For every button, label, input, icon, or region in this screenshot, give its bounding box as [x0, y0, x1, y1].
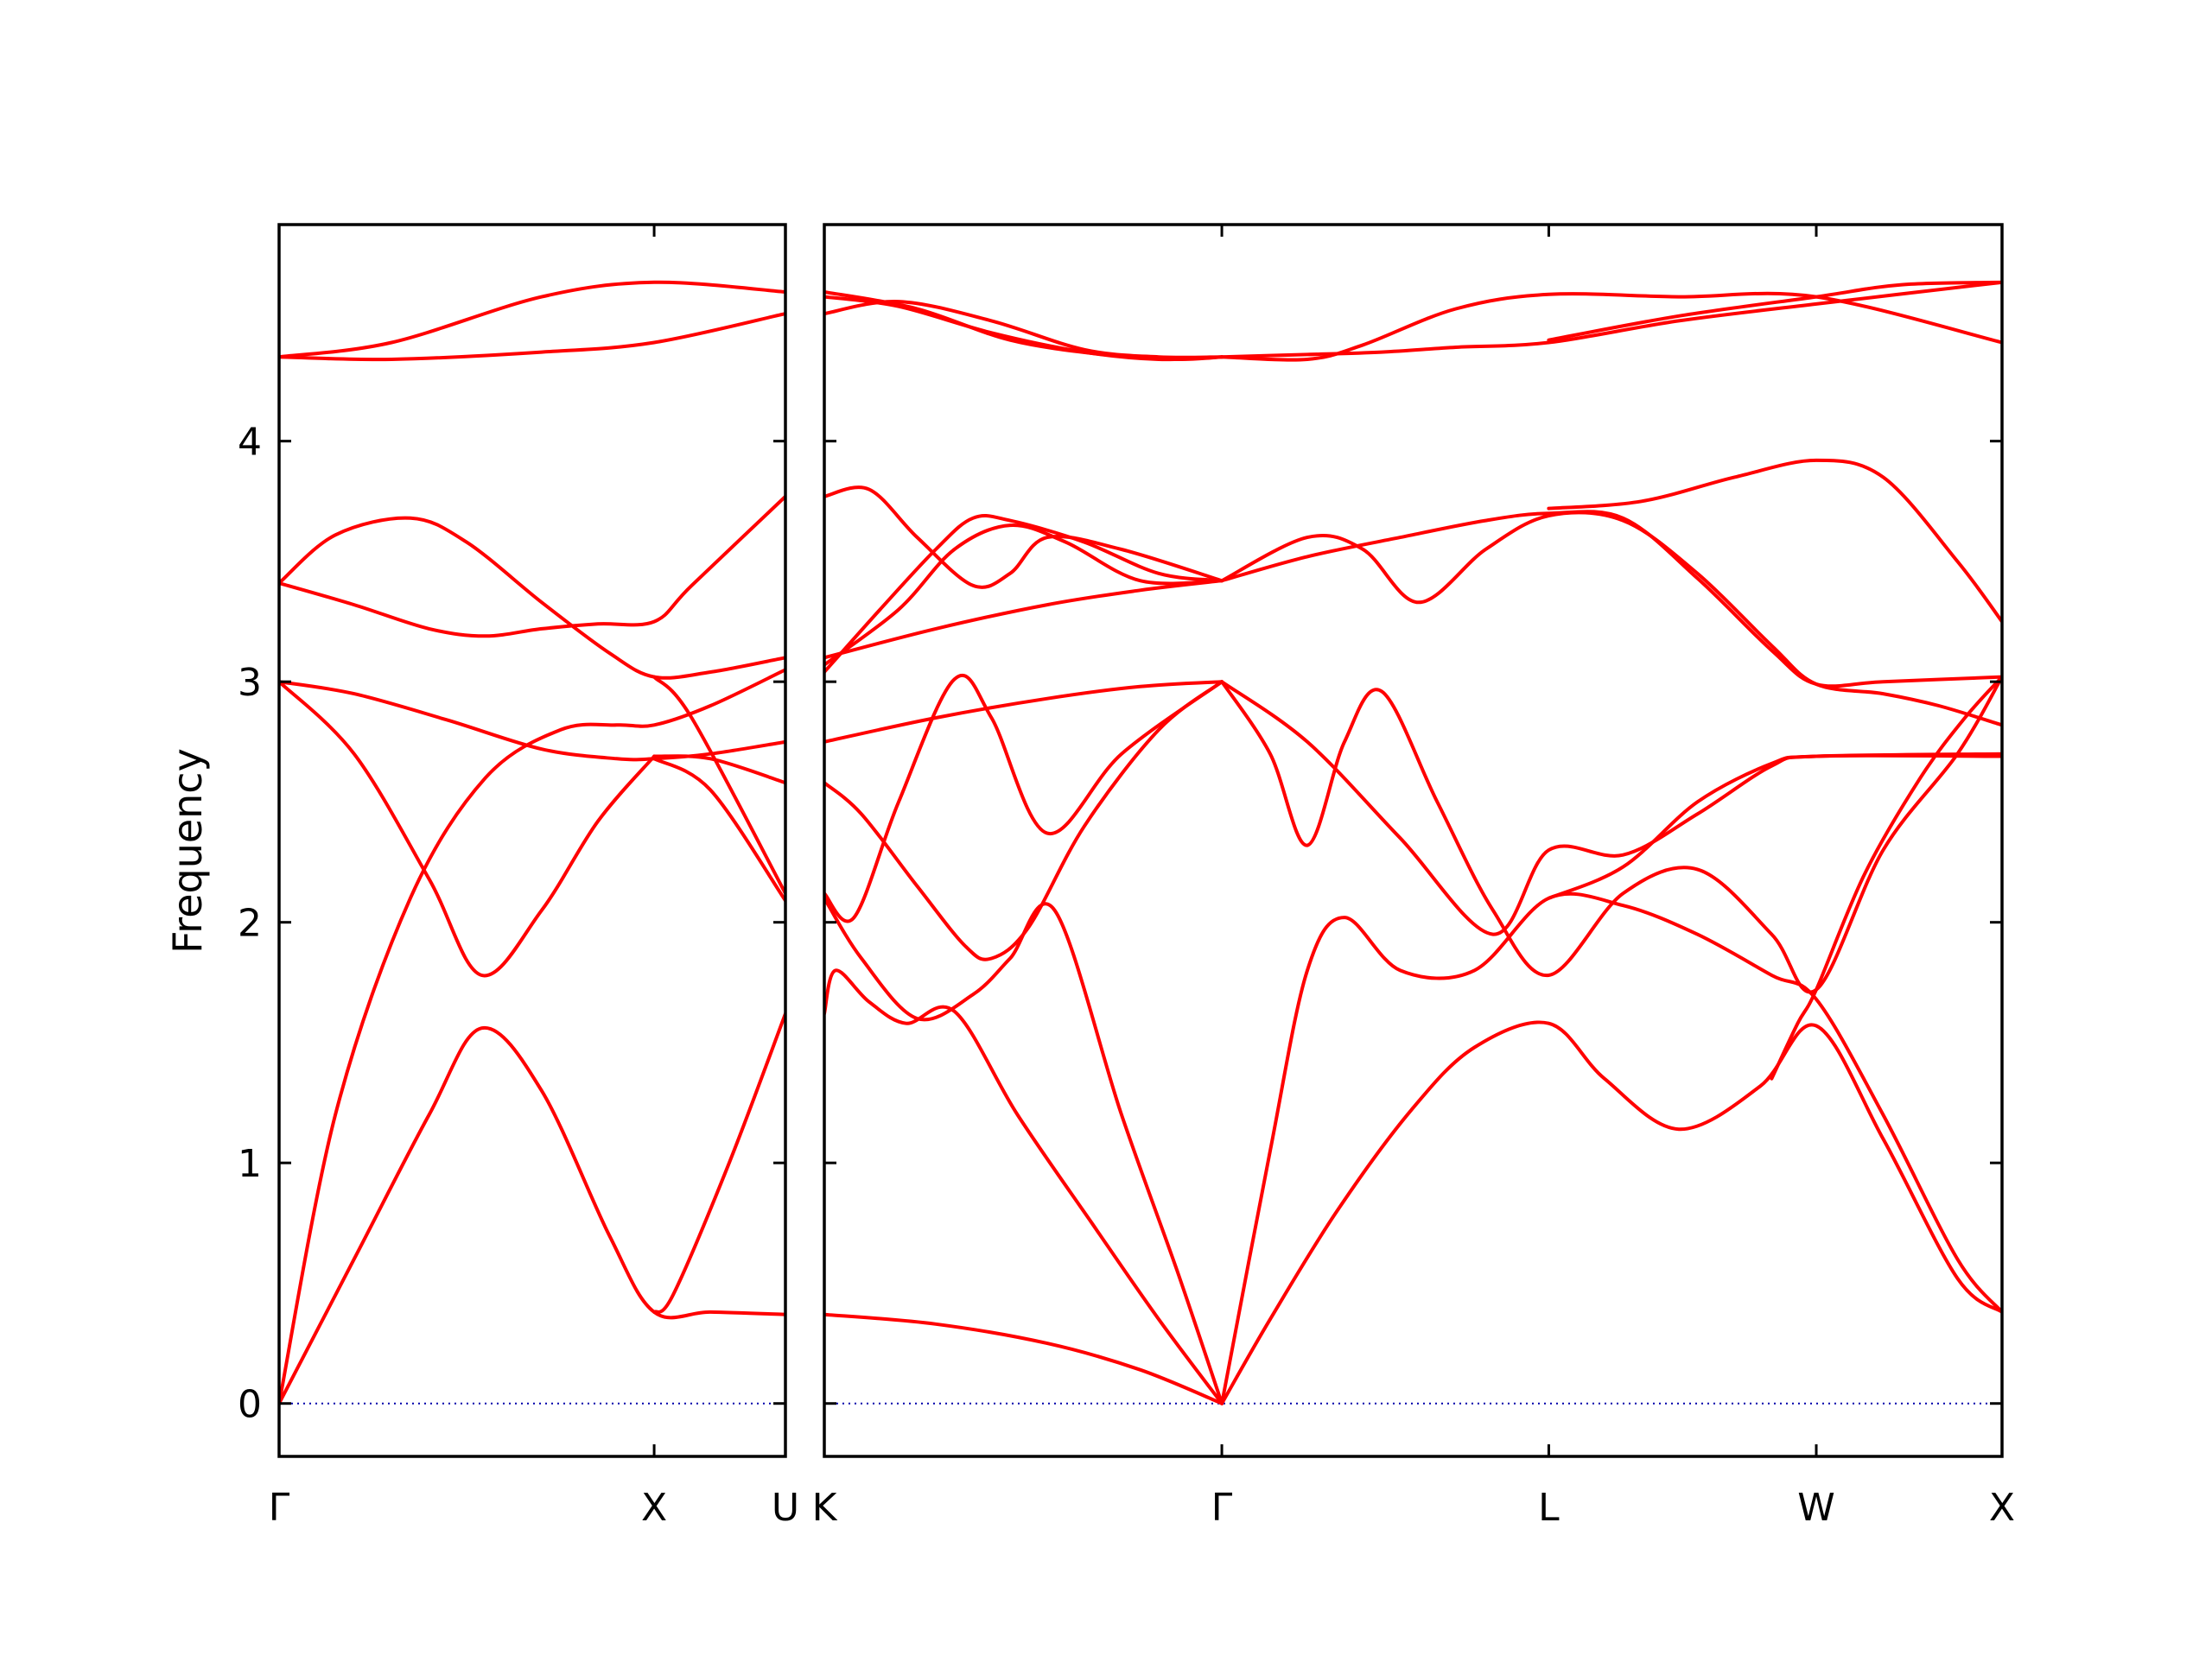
band-line-right-12: [1770, 675, 2002, 1081]
band-line-right-23: [1220, 280, 2002, 359]
band-line-right-21: [824, 300, 1224, 359]
x-tick-label-X: X: [1989, 1486, 2015, 1530]
band-line-left-8: [652, 757, 785, 903]
band-line-right-19: [1547, 458, 2002, 624]
x-tick-label-W: W: [1797, 1486, 1835, 1530]
x-tick-label-K: K: [812, 1486, 838, 1530]
band-line-left-10: [652, 1012, 785, 1314]
band-line-right-8: [1220, 891, 2002, 1405]
band-line-right-9: [1220, 675, 2002, 994]
panel-frame: [277, 223, 787, 1458]
band-line-left-6: [279, 516, 785, 680]
band-line-left-3: [279, 668, 785, 1405]
band-line-right-6: [824, 680, 1224, 744]
band-line-right-5: [824, 673, 1224, 923]
band-line-right-17: [1220, 511, 2002, 727]
band-line-left-2: [279, 680, 657, 978]
y-tick-label: 3: [238, 661, 262, 705]
x-tick-label-Γ: Γ: [1211, 1486, 1233, 1530]
band-line-left-1: [279, 1025, 785, 1405]
band-line-right-10: [1220, 680, 2002, 936]
band-line-right-11: [1547, 752, 2002, 900]
y-axis-label: Frequency: [164, 748, 211, 954]
band-line-left-4: [279, 680, 785, 762]
panel-left: 0 1 2 3 4 Γ X U: [238, 223, 799, 1530]
band-line-right-7: [1220, 1020, 2002, 1405]
band-line-right-1: [824, 1312, 1224, 1405]
panel-frame: [823, 223, 2004, 1458]
band-line-right-15: [824, 513, 1224, 674]
y-tick-label: 4: [238, 421, 262, 465]
y-tick-label: 0: [238, 1383, 262, 1427]
panel-left-plot-area: [279, 280, 785, 1405]
band-line-right-3: [824, 896, 1224, 1405]
y-tick-label: 1: [238, 1142, 262, 1186]
band-line-right-20: [824, 295, 1224, 362]
x-tick-label-X: X: [641, 1486, 667, 1530]
band-line-right-18: [1220, 510, 2002, 688]
x-tick-label-L: L: [1538, 1486, 1560, 1530]
panel-right-plot-area: [824, 280, 2002, 1405]
band-line-right-14: [824, 579, 1224, 660]
band-line-right-22: [824, 290, 1224, 362]
band-line-right-13: [824, 523, 1224, 667]
x-tick-label-Γ: Γ: [269, 1486, 290, 1530]
band-line-left-11: [279, 312, 785, 362]
band-line-left-12: [279, 280, 785, 359]
band-line-right-25: [1547, 280, 2002, 342]
band-line-right-16: [824, 485, 1224, 589]
band-line-left-9: [652, 754, 785, 785]
band-line-left-5: [279, 494, 785, 638]
x-tick-label-U: U: [772, 1486, 799, 1530]
y-tick-label: 2: [238, 902, 262, 946]
band-line-right-2: [824, 968, 1224, 1405]
band-line-left-7: [652, 675, 785, 896]
